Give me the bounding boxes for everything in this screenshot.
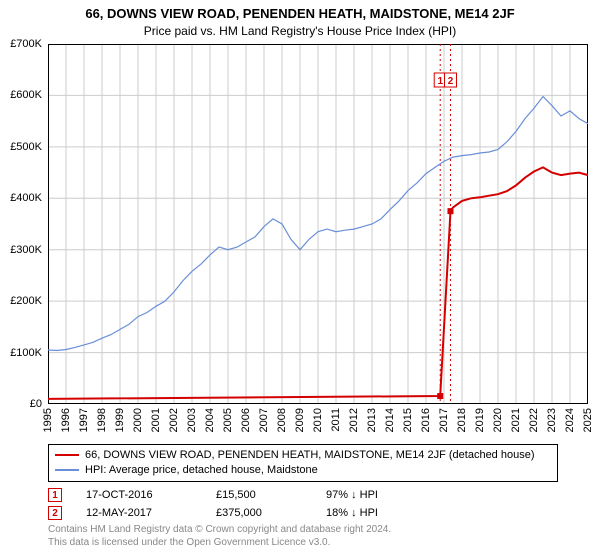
- x-tick-label: 2006: [240, 408, 252, 432]
- x-tick-label: 2012: [348, 408, 360, 432]
- x-tick-label: 1996: [60, 408, 72, 432]
- x-tick-label: 2022: [528, 408, 540, 432]
- x-tick-label: 2023: [546, 408, 558, 432]
- x-tick-label: 2015: [402, 408, 414, 432]
- x-tick-label: 2011: [330, 408, 342, 432]
- footer-attribution: Contains HM Land Registry data © Crown c…: [48, 524, 391, 549]
- legend-swatch: [55, 454, 79, 456]
- x-tick-label: 1995: [42, 408, 54, 432]
- event-diff: 18% ↓ HPI: [326, 507, 436, 519]
- event-diff: 97% ↓ HPI: [326, 489, 436, 501]
- y-tick-label: £100K: [0, 347, 42, 359]
- plot-area: 12: [48, 44, 588, 404]
- legend-swatch: [55, 469, 79, 471]
- marker-point-1: [437, 393, 443, 399]
- chart-title: 66, DOWNS VIEW ROAD, PENENDEN HEATH, MAI…: [0, 0, 600, 22]
- x-tick-label: 2014: [384, 408, 396, 432]
- x-tick-label: 2000: [132, 408, 144, 432]
- x-tick-label: 2008: [276, 408, 288, 432]
- x-tick-label: 2010: [312, 408, 324, 432]
- x-tick-label: 2019: [474, 408, 486, 432]
- x-tick-label: 2004: [204, 408, 216, 432]
- svg-text:1: 1: [437, 76, 443, 87]
- x-tick-label: 2025: [582, 408, 594, 432]
- chart-container: 66, DOWNS VIEW ROAD, PENENDEN HEATH, MAI…: [0, 0, 600, 560]
- x-tick-label: 2016: [420, 408, 432, 432]
- legend-label: 66, DOWNS VIEW ROAD, PENENDEN HEATH, MAI…: [85, 448, 535, 463]
- event-price: £375,000: [216, 507, 326, 519]
- event-marker-box: 1: [48, 488, 62, 502]
- y-tick-label: £700K: [0, 38, 42, 50]
- event-date: 17-OCT-2016: [86, 489, 216, 501]
- x-tick-label: 2009: [294, 408, 306, 432]
- x-tick-label: 2013: [366, 408, 378, 432]
- event-row: 2 12-MAY-2017£375,00018% ↓ HPI: [48, 504, 436, 522]
- x-tick-label: 2007: [258, 408, 270, 432]
- event-row: 1 17-OCT-2016£15,50097% ↓ HPI: [48, 486, 436, 504]
- plot-svg: 12: [48, 44, 588, 404]
- y-tick-label: £200K: [0, 295, 42, 307]
- chart-subtitle: Price paid vs. HM Land Registry's House …: [0, 22, 600, 38]
- footer-line-1: Contains HM Land Registry data © Crown c…: [48, 524, 391, 537]
- y-tick-label: £600K: [0, 89, 42, 101]
- event-price: £15,500: [216, 489, 326, 501]
- x-tick-label: 2003: [186, 408, 198, 432]
- legend-row: HPI: Average price, detached house, Maid…: [55, 463, 551, 478]
- x-tick-label: 2018: [456, 408, 468, 432]
- marker-point-2: [447, 208, 453, 214]
- x-tick-label: 1998: [96, 408, 108, 432]
- svg-text:2: 2: [448, 76, 454, 87]
- x-tick-label: 2002: [168, 408, 180, 432]
- x-tick-label: 2001: [150, 408, 162, 432]
- x-tick-label: 2020: [492, 408, 504, 432]
- event-date: 12-MAY-2017: [86, 507, 216, 519]
- legend-label: HPI: Average price, detached house, Maid…: [85, 463, 318, 478]
- legend-row: 66, DOWNS VIEW ROAD, PENENDEN HEATH, MAI…: [55, 448, 551, 463]
- y-tick-label: £0: [0, 398, 42, 410]
- x-tick-label: 1999: [114, 408, 126, 432]
- event-table: 1 17-OCT-2016£15,50097% ↓ HPI 2 12-MAY-2017…: [48, 486, 436, 522]
- x-tick-label: 2005: [222, 408, 234, 432]
- y-tick-label: £400K: [0, 192, 42, 204]
- y-tick-label: £500K: [0, 141, 42, 153]
- x-tick-label: 2017: [438, 408, 450, 432]
- event-marker-box: 2: [48, 506, 62, 520]
- x-tick-label: 1997: [78, 408, 90, 432]
- x-tick-label: 2024: [564, 408, 576, 432]
- legend-box: 66, DOWNS VIEW ROAD, PENENDEN HEATH, MAI…: [48, 444, 558, 482]
- y-tick-label: £300K: [0, 244, 42, 256]
- footer-line-2: This data is licensed under the Open Gov…: [48, 537, 391, 550]
- x-tick-label: 2021: [510, 408, 522, 432]
